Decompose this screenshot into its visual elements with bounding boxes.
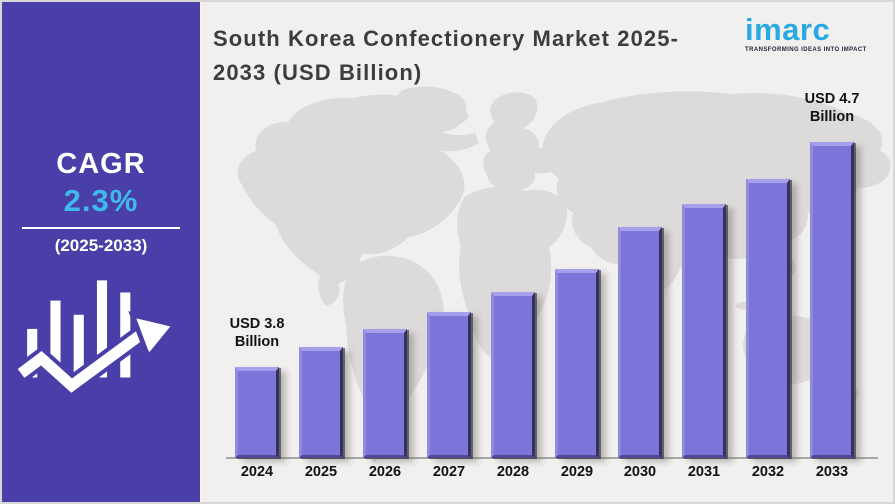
x-tick-2032: 2032	[751, 464, 785, 480]
bar-2028	[491, 292, 535, 458]
map-europe	[483, 92, 568, 192]
bar-2024	[235, 367, 279, 458]
growth-trend-icon	[2, 270, 200, 407]
map-north-america	[237, 94, 479, 306]
bar-2027	[427, 312, 471, 458]
cagr-divider	[22, 227, 180, 229]
cagr-label: CAGR	[56, 148, 146, 180]
x-tick-2024: 2024	[240, 464, 274, 480]
map-africa	[457, 186, 568, 361]
value-label-2033: USD 4.7 Billion	[804, 91, 860, 126]
x-tick-2028: 2028	[496, 464, 530, 480]
imarc-logo-tagline: TRANSFORMING IDEAS INTO IMPACT	[745, 47, 867, 53]
x-axis-line	[226, 457, 878, 459]
world-map-background	[224, 86, 895, 464]
bar-2029	[555, 269, 599, 458]
chart-panel: South Korea Confectionery Market 2025-20…	[204, 2, 893, 502]
bar-2031	[682, 204, 726, 458]
x-tick-2031: 2031	[687, 464, 721, 480]
cagr-period: (2025-2033)	[54, 236, 148, 255]
x-tick-2026: 2026	[368, 464, 402, 480]
x-tick-2029: 2029	[560, 464, 594, 480]
x-tick-2027: 2027	[432, 464, 466, 480]
map-greenland	[395, 86, 467, 133]
x-tick-2030: 2030	[623, 464, 657, 480]
imarc-logo-wordmark: imarc	[745, 12, 831, 47]
map-asia	[542, 91, 891, 273]
chart-title: South Korea Confectionery Market 2025-20…	[213, 26, 680, 86]
x-tick-2025: 2025	[304, 464, 338, 480]
bar-2030	[618, 227, 662, 458]
cagr-value: 2.3%	[63, 183, 139, 218]
bar-2025	[299, 347, 343, 458]
value-label-2024: USD 3.8 Billion	[229, 316, 285, 351]
cagr-sidebar: CAGR 2.3% (2025-2033)	[2, 2, 202, 502]
bar-2026	[363, 329, 407, 458]
bar-2032	[746, 179, 790, 458]
bar-2033	[810, 142, 854, 458]
imarc-logo: imarc TRANSFORMING IDEAS INTO IMPACT	[745, 12, 867, 53]
x-tick-2033: 2033	[815, 464, 849, 480]
